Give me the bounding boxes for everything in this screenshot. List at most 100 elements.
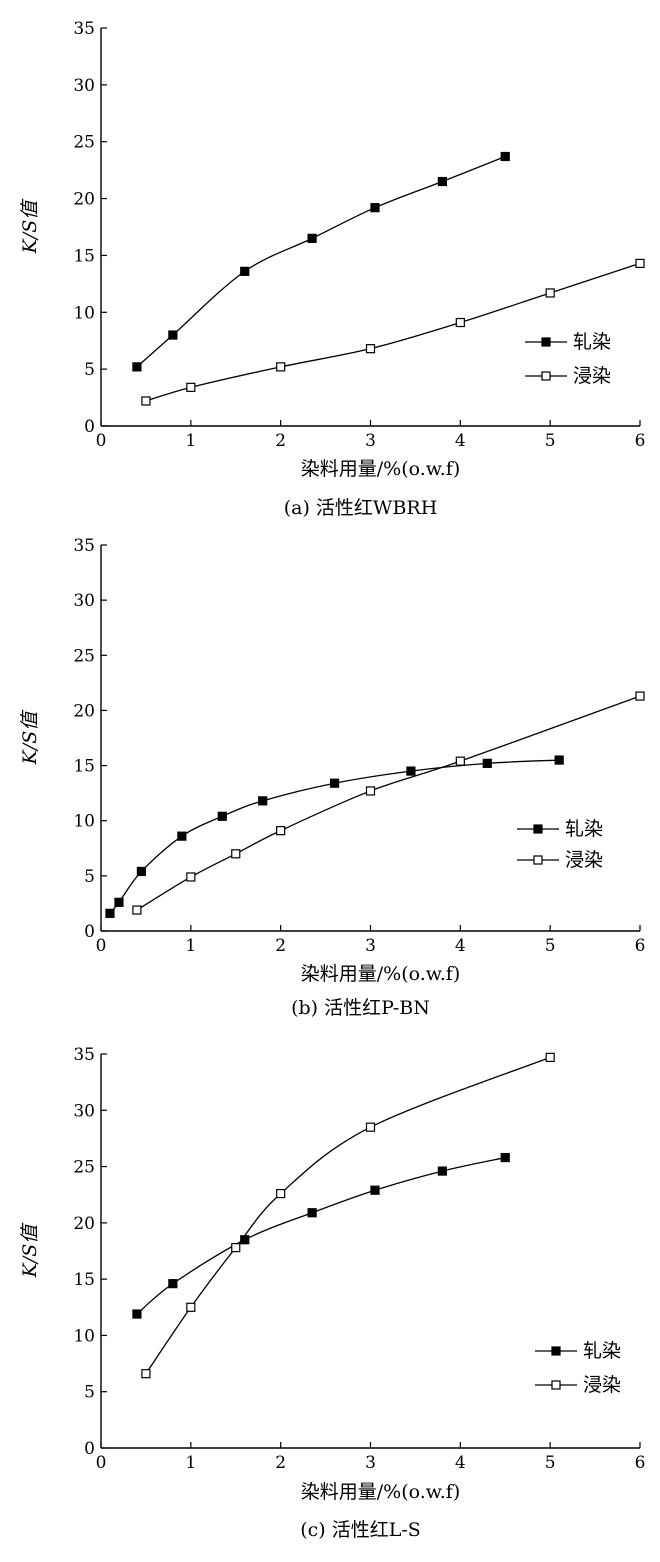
filled-square-point <box>240 266 250 276</box>
x-tick-label: 6 <box>635 1453 646 1473</box>
y-tick-label: 20 <box>73 701 95 721</box>
filled-square-point <box>168 330 178 340</box>
filled-square-point <box>406 766 416 776</box>
y-axis-label: K/S值 <box>19 198 41 255</box>
open-square-point <box>186 382 196 392</box>
filled-square-point <box>500 1152 510 1163</box>
open-square-point <box>231 1243 241 1253</box>
y-tick-label: 15 <box>73 246 95 266</box>
chart-svg-b: 0 1 2 3 4 5 6 0 5 10 15 20 25 30 35 染料用量/%(o.w.f) K/S值 (b… <box>19 536 645 1019</box>
open-square-point <box>455 756 465 766</box>
series-line-pad <box>109 759 560 914</box>
open-square-point <box>186 1302 196 1312</box>
x-tick-label: 0 <box>96 936 107 956</box>
open-square-point <box>635 691 645 701</box>
legend-marker <box>533 855 543 865</box>
open-square-point <box>186 872 196 882</box>
x-tick-label: 3 <box>365 431 376 451</box>
y-tick-label: 20 <box>73 190 95 210</box>
x-tick-label: 3 <box>365 936 376 956</box>
legend-marker <box>551 1380 561 1390</box>
chart-caption: (c) 活性红L-S <box>300 1519 421 1541</box>
filled-square-point <box>217 811 227 821</box>
legend-label: 轧染 <box>583 1340 621 1362</box>
filled-square-point <box>114 897 124 907</box>
open-square-point <box>141 396 151 406</box>
filled-square-point <box>307 233 317 243</box>
open-square-point <box>365 786 376 796</box>
chart-caption: (a) 活性红WBRH <box>284 497 438 519</box>
series-line-pad <box>136 1156 506 1315</box>
x-tick-label: 4 <box>455 1453 466 1473</box>
legend-label: 轧染 <box>573 331 611 353</box>
x-tick-label: 0 <box>96 431 107 451</box>
y-axis-label: K/S值 <box>19 1222 41 1279</box>
chart-panel-b: 0 1 2 3 4 5 6 0 5 10 15 20 25 30 35 染料用量/%(o.w.f) K/S值 (b… <box>0 520 660 1020</box>
x-tick-label: 2 <box>275 936 286 956</box>
y-tick-label: 0 <box>84 922 95 942</box>
y-tick-label: 10 <box>73 812 95 832</box>
filled-square-point <box>168 1279 178 1289</box>
y-tick-label: 35 <box>73 536 95 556</box>
y-tick-label: 0 <box>84 417 95 437</box>
series-line-exhaust <box>145 1056 551 1375</box>
open-square-point <box>635 258 645 268</box>
open-square-point <box>276 826 286 836</box>
y-tick-label: 10 <box>73 303 95 323</box>
series-line-exhaust <box>136 695 641 911</box>
y-tick-label: 25 <box>73 646 95 666</box>
x-tick-label: 2 <box>275 431 286 451</box>
series-line-exhaust <box>145 262 641 402</box>
x-tick-label: 0 <box>96 1453 107 1473</box>
y-tick-label: 20 <box>73 1214 95 1234</box>
y-tick-label: 15 <box>73 757 95 777</box>
series-line-pad <box>136 155 506 368</box>
filled-square-point <box>482 758 492 768</box>
legend-marker <box>541 337 551 347</box>
y-axis-label: K/S值 <box>19 709 41 766</box>
open-square-point <box>276 1188 286 1199</box>
filled-square-point <box>258 796 268 806</box>
legend-label: 浸染 <box>573 365 611 387</box>
y-tick-label: 5 <box>84 360 95 380</box>
filled-square-point <box>132 1309 142 1319</box>
x-tick-label: 3 <box>365 1453 376 1473</box>
filled-square-point <box>370 1185 380 1195</box>
filled-square-point <box>329 778 340 788</box>
y-tick-label: 35 <box>73 1045 95 1065</box>
x-tick-label: 4 <box>455 936 466 956</box>
x-tick-label: 5 <box>545 1453 556 1473</box>
filled-square-point <box>132 362 142 372</box>
x-axis-label: 染料用量/%(o.w.f) <box>301 963 461 985</box>
open-square-point <box>365 344 376 354</box>
y-tick-label: 30 <box>73 591 95 611</box>
x-tick-label: 1 <box>185 1453 196 1473</box>
filled-square-point <box>370 203 380 213</box>
y-tick-label: 30 <box>73 1101 95 1121</box>
y-tick-label: 35 <box>73 19 95 39</box>
x-tick-label: 4 <box>455 431 466 451</box>
filled-square-point <box>500 151 510 162</box>
open-square-point <box>141 1369 151 1379</box>
chart-panel-c: 0 1 2 3 4 5 6 0 5 10 15 20 25 30 35 染料用量/%(o.w.f) K/S值 (c… <box>0 1020 660 1562</box>
chart-caption: (b) 活性红P-BN <box>291 997 430 1019</box>
filled-square-point <box>177 831 187 841</box>
open-square-point <box>365 1122 376 1132</box>
x-axis-label: 染料用量/%(o.w.f) <box>301 1481 461 1503</box>
chart-panel-a: 0 1 2 3 4 5 6 0 5 10 15 20 25 30 35 染料用量/%(o.w.f) K/S值 (a… <box>0 0 660 520</box>
x-tick-label: 1 <box>185 431 196 451</box>
filled-square-point <box>437 1166 447 1176</box>
open-square-point <box>455 317 465 328</box>
chart-svg-a: 0 1 2 3 4 5 6 0 5 10 15 20 25 30 35 染料用量/%(o.w.f) K/S值 (a… <box>19 19 646 519</box>
y-tick-label: 5 <box>84 1383 95 1403</box>
x-tick-label: 6 <box>635 431 646 451</box>
open-square-point <box>276 362 286 372</box>
y-tick-label: 15 <box>73 1270 95 1290</box>
legend-marker <box>541 371 551 381</box>
open-square-point <box>231 849 241 859</box>
open-square-point <box>545 288 555 298</box>
x-tick-label: 1 <box>185 936 196 956</box>
legend-label: 浸染 <box>565 849 603 871</box>
y-tick-label: 5 <box>84 867 95 887</box>
open-square-point <box>545 1052 555 1062</box>
